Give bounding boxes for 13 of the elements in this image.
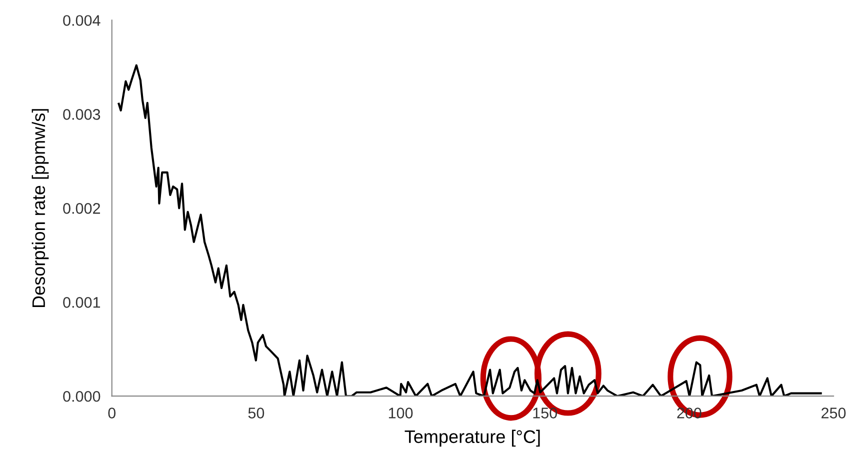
x-axis-title: Temperature [°C] [404,430,540,447]
y-tick-label: 0.004 [63,15,100,26]
x-tick-label: 250 [822,408,846,418]
y-tick-label: 0.001 [63,297,100,308]
y-tick-label: 0.002 [63,203,100,214]
line-series [118,64,822,396]
x-tick-label: 150 [533,408,557,418]
x-tick-label: 100 [388,408,413,418]
x-tick-label: 50 [248,408,264,418]
y-axis-title: Desorption rate [ppmw/s] [32,109,49,308]
y-tick-label: 0.003 [63,109,100,120]
x-tick-label: 0 [108,408,116,418]
y-tick-label: 0.000 [63,390,100,402]
